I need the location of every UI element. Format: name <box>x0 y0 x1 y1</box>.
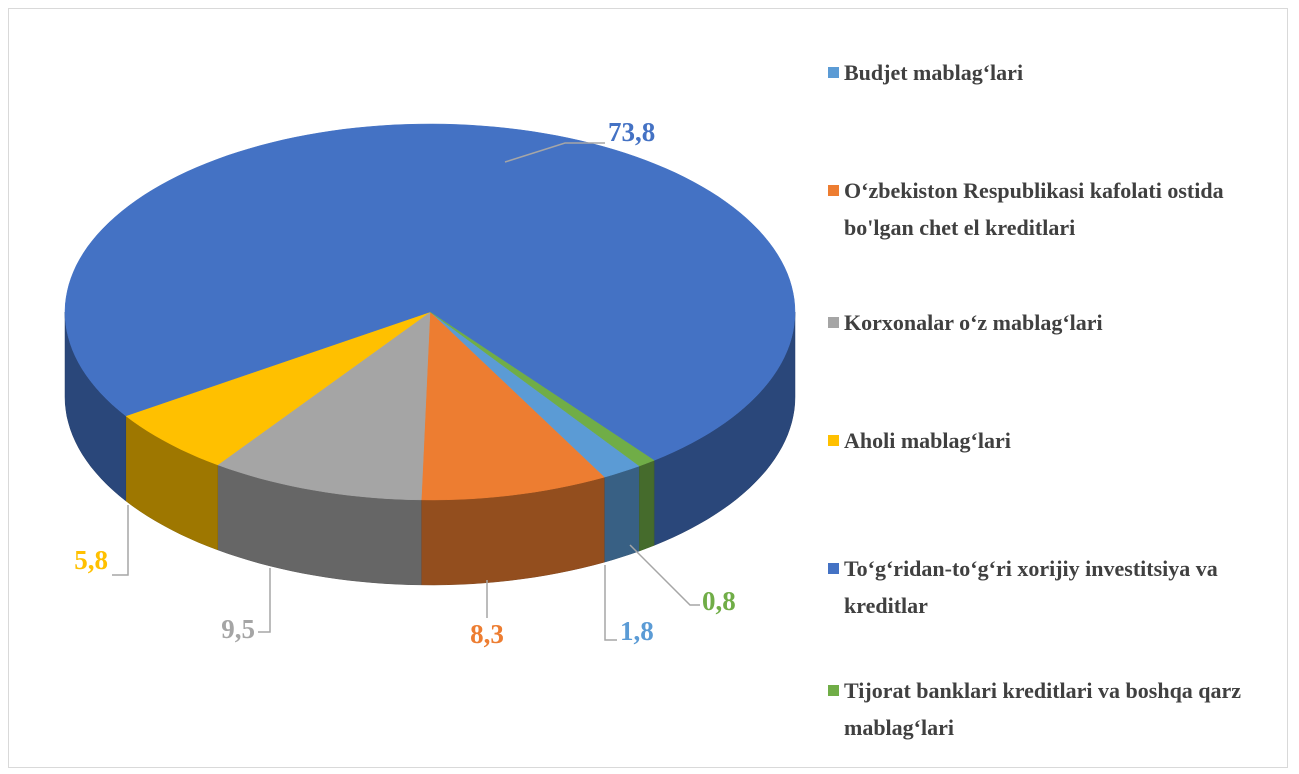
legend-swatch <box>828 685 839 696</box>
leader-line <box>504 142 605 163</box>
legend-entry: Korxonalar o‘z mablag‘lari <box>828 304 1278 341</box>
leader-line <box>258 568 271 633</box>
data-label: 73,8 <box>608 117 655 147</box>
slice <box>64 123 796 461</box>
legend-swatch <box>828 435 839 446</box>
leader-line <box>112 505 129 576</box>
legend-entry: Aholi mablag‘lari <box>828 422 1278 459</box>
slice-side <box>604 465 640 563</box>
legend-entry: O‘zbekiston Respublikasi kafolati ostida… <box>828 172 1278 246</box>
slice <box>421 311 605 501</box>
legend-swatch <box>828 185 839 196</box>
legend-label: Korxonalar o‘z mablag‘lari <box>844 310 1103 335</box>
legend-entry: To‘g‘ridan-to‘g‘ri xorijiy investitsiya … <box>828 550 1278 624</box>
legend-label: Aholi mablag‘lari <box>844 428 1011 453</box>
legend-swatch <box>828 563 839 574</box>
side-walls <box>64 311 796 586</box>
chart-frame <box>8 8 1288 768</box>
legend-label: Budjet mablag‘lari <box>844 60 1024 85</box>
top-faces <box>64 123 796 501</box>
legend-entry: Budjet mablag‘lari <box>828 54 1278 91</box>
data-label: 0,8 <box>702 586 736 616</box>
data-label: 5,8 <box>74 545 108 575</box>
data-label: 9,5 <box>221 614 255 644</box>
slice <box>217 311 431 501</box>
legend-entry: Tijorat banklari kreditlari va boshqa qa… <box>828 672 1278 746</box>
leader-line <box>629 544 700 606</box>
legend-swatch <box>828 317 839 328</box>
data-label: 8,3 <box>470 619 504 649</box>
legend-label: To‘g‘ridan-to‘g‘ri xorijiy investitsiya … <box>844 556 1218 618</box>
slice <box>429 311 655 467</box>
legend-swatch <box>828 67 839 78</box>
legend-label: O‘zbekiston Respublikasi kafolati ostida… <box>844 178 1224 240</box>
data-label: 1,8 <box>620 616 654 646</box>
legend-label: Tijorat banklari kreditlari va boshqa qa… <box>844 678 1242 740</box>
slice <box>125 311 431 466</box>
slice-side <box>639 460 655 552</box>
leader-line <box>604 565 617 641</box>
